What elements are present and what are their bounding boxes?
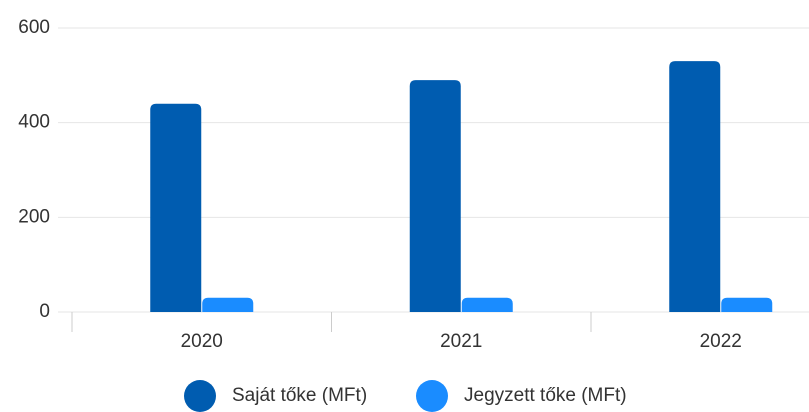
x-tick-label: 2022 — [700, 331, 742, 352]
legend-label: Jegyzett tőke (MFt) — [464, 385, 627, 406]
bar — [409, 80, 461, 312]
x-tick-label: 2020 — [181, 331, 223, 352]
bar — [150, 103, 202, 312]
y-tick-label: 400 — [18, 112, 50, 133]
bar — [461, 297, 513, 312]
y-tick-label: 200 — [18, 206, 50, 227]
legend-marker — [184, 380, 216, 412]
legend-marker — [416, 380, 448, 412]
bar — [669, 61, 721, 313]
legend-label: Saját tőke (MFt) — [232, 385, 367, 406]
x-tick-label: 2021 — [440, 331, 482, 352]
bar — [721, 297, 773, 312]
y-tick-label: 600 — [18, 17, 50, 38]
bar — [202, 297, 254, 312]
y-tick-label: 0 — [39, 301, 50, 322]
